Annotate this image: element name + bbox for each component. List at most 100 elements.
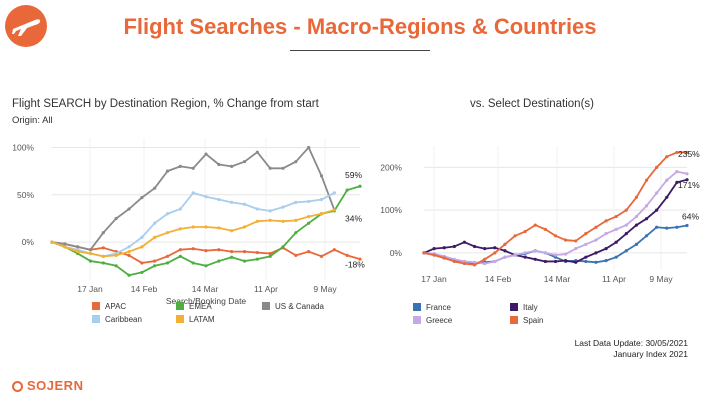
data-point — [88, 259, 93, 263]
data-point — [614, 255, 618, 259]
data-point — [604, 232, 608, 236]
page-title: Flight Searches - Macro-Regions & Countr… — [123, 14, 597, 39]
data-point — [345, 253, 349, 257]
end-value-label: 235% — [678, 149, 700, 159]
data-point — [604, 258, 608, 263]
data-point — [307, 145, 311, 150]
data-point — [685, 172, 689, 176]
data-point — [294, 200, 298, 204]
data-point — [493, 246, 497, 250]
data-point — [204, 152, 208, 156]
data-point — [307, 199, 311, 204]
y-tick-label: 0% — [22, 237, 35, 247]
data-point — [255, 150, 259, 154]
data-point — [153, 259, 157, 263]
legend-swatch — [176, 302, 184, 310]
data-point — [165, 212, 170, 216]
data-point — [574, 260, 578, 264]
x-axis-title: Search/Booking Date — [166, 296, 247, 306]
data-point — [543, 227, 547, 231]
end-value-label: 34% — [345, 213, 362, 223]
data-point — [614, 240, 618, 244]
data-point — [594, 238, 598, 242]
data-point — [655, 208, 659, 212]
left-chart-title: Flight SEARCH by Destination Region, % C… — [12, 98, 319, 110]
data-point — [140, 235, 144, 239]
data-point — [127, 207, 131, 211]
data-point — [493, 251, 497, 255]
data-point — [242, 250, 247, 254]
data-point — [307, 214, 311, 219]
data-point — [242, 202, 247, 206]
data-point — [101, 246, 105, 250]
data-point — [178, 164, 182, 168]
data-point — [281, 205, 285, 209]
y-tick-label: 0% — [390, 248, 403, 258]
legend-label: Caribbean — [105, 315, 142, 324]
data-point — [319, 254, 324, 258]
series-line-emea — [51, 185, 361, 277]
data-point — [268, 218, 272, 222]
data-point — [483, 261, 487, 266]
data-point — [685, 178, 689, 182]
data-point — [127, 253, 131, 257]
data-point — [634, 195, 639, 199]
brand-name: SOJERN — [27, 378, 84, 393]
data-point — [655, 225, 659, 229]
data-point — [358, 184, 362, 188]
end-value-label: -18% — [345, 260, 365, 270]
brand-mark-icon — [12, 381, 23, 392]
x-tick-label: 14 Mar — [544, 274, 571, 284]
data-point — [442, 256, 446, 260]
data-point — [472, 244, 477, 249]
legend-label: Italy — [523, 303, 538, 312]
data-point — [483, 257, 487, 261]
data-point — [153, 264, 157, 268]
data-point — [594, 225, 598, 229]
data-point — [204, 195, 208, 199]
legend-swatch — [92, 315, 100, 323]
data-point — [255, 250, 259, 255]
data-point — [472, 263, 477, 267]
data-point — [255, 219, 259, 223]
data-point — [665, 155, 669, 159]
data-point — [644, 234, 649, 238]
data-point — [503, 249, 507, 253]
data-point — [584, 232, 588, 236]
data-point — [114, 253, 118, 257]
data-point — [564, 252, 568, 256]
legend-label: France — [426, 303, 451, 312]
data-point — [432, 247, 436, 251]
data-point — [294, 160, 298, 164]
data-point — [624, 249, 628, 253]
data-point — [140, 261, 144, 265]
data-point — [127, 245, 131, 249]
data-point — [204, 225, 208, 229]
data-point — [483, 247, 487, 251]
data-point — [191, 261, 195, 265]
data-point — [114, 216, 118, 221]
data-point — [242, 160, 247, 164]
data-point — [422, 251, 426, 255]
data-point — [345, 188, 349, 192]
legend-swatch — [510, 316, 518, 324]
data-point — [675, 170, 679, 174]
x-tick-label: 9 May — [649, 274, 673, 284]
data-point — [533, 249, 537, 253]
data-point — [140, 245, 144, 249]
data-point — [204, 264, 208, 268]
data-point — [624, 223, 628, 227]
data-point — [230, 229, 234, 233]
data-point — [230, 255, 234, 259]
data-point — [50, 240, 54, 244]
data-point — [204, 249, 208, 253]
data-point — [604, 247, 608, 251]
data-point — [543, 251, 547, 255]
data-point — [191, 247, 195, 251]
end-value-label: 171% — [678, 180, 700, 190]
data-point — [493, 259, 497, 264]
data-point — [76, 245, 80, 249]
data-point — [574, 239, 578, 243]
data-point — [442, 246, 446, 250]
x-tick-label: 9 May — [313, 284, 337, 294]
